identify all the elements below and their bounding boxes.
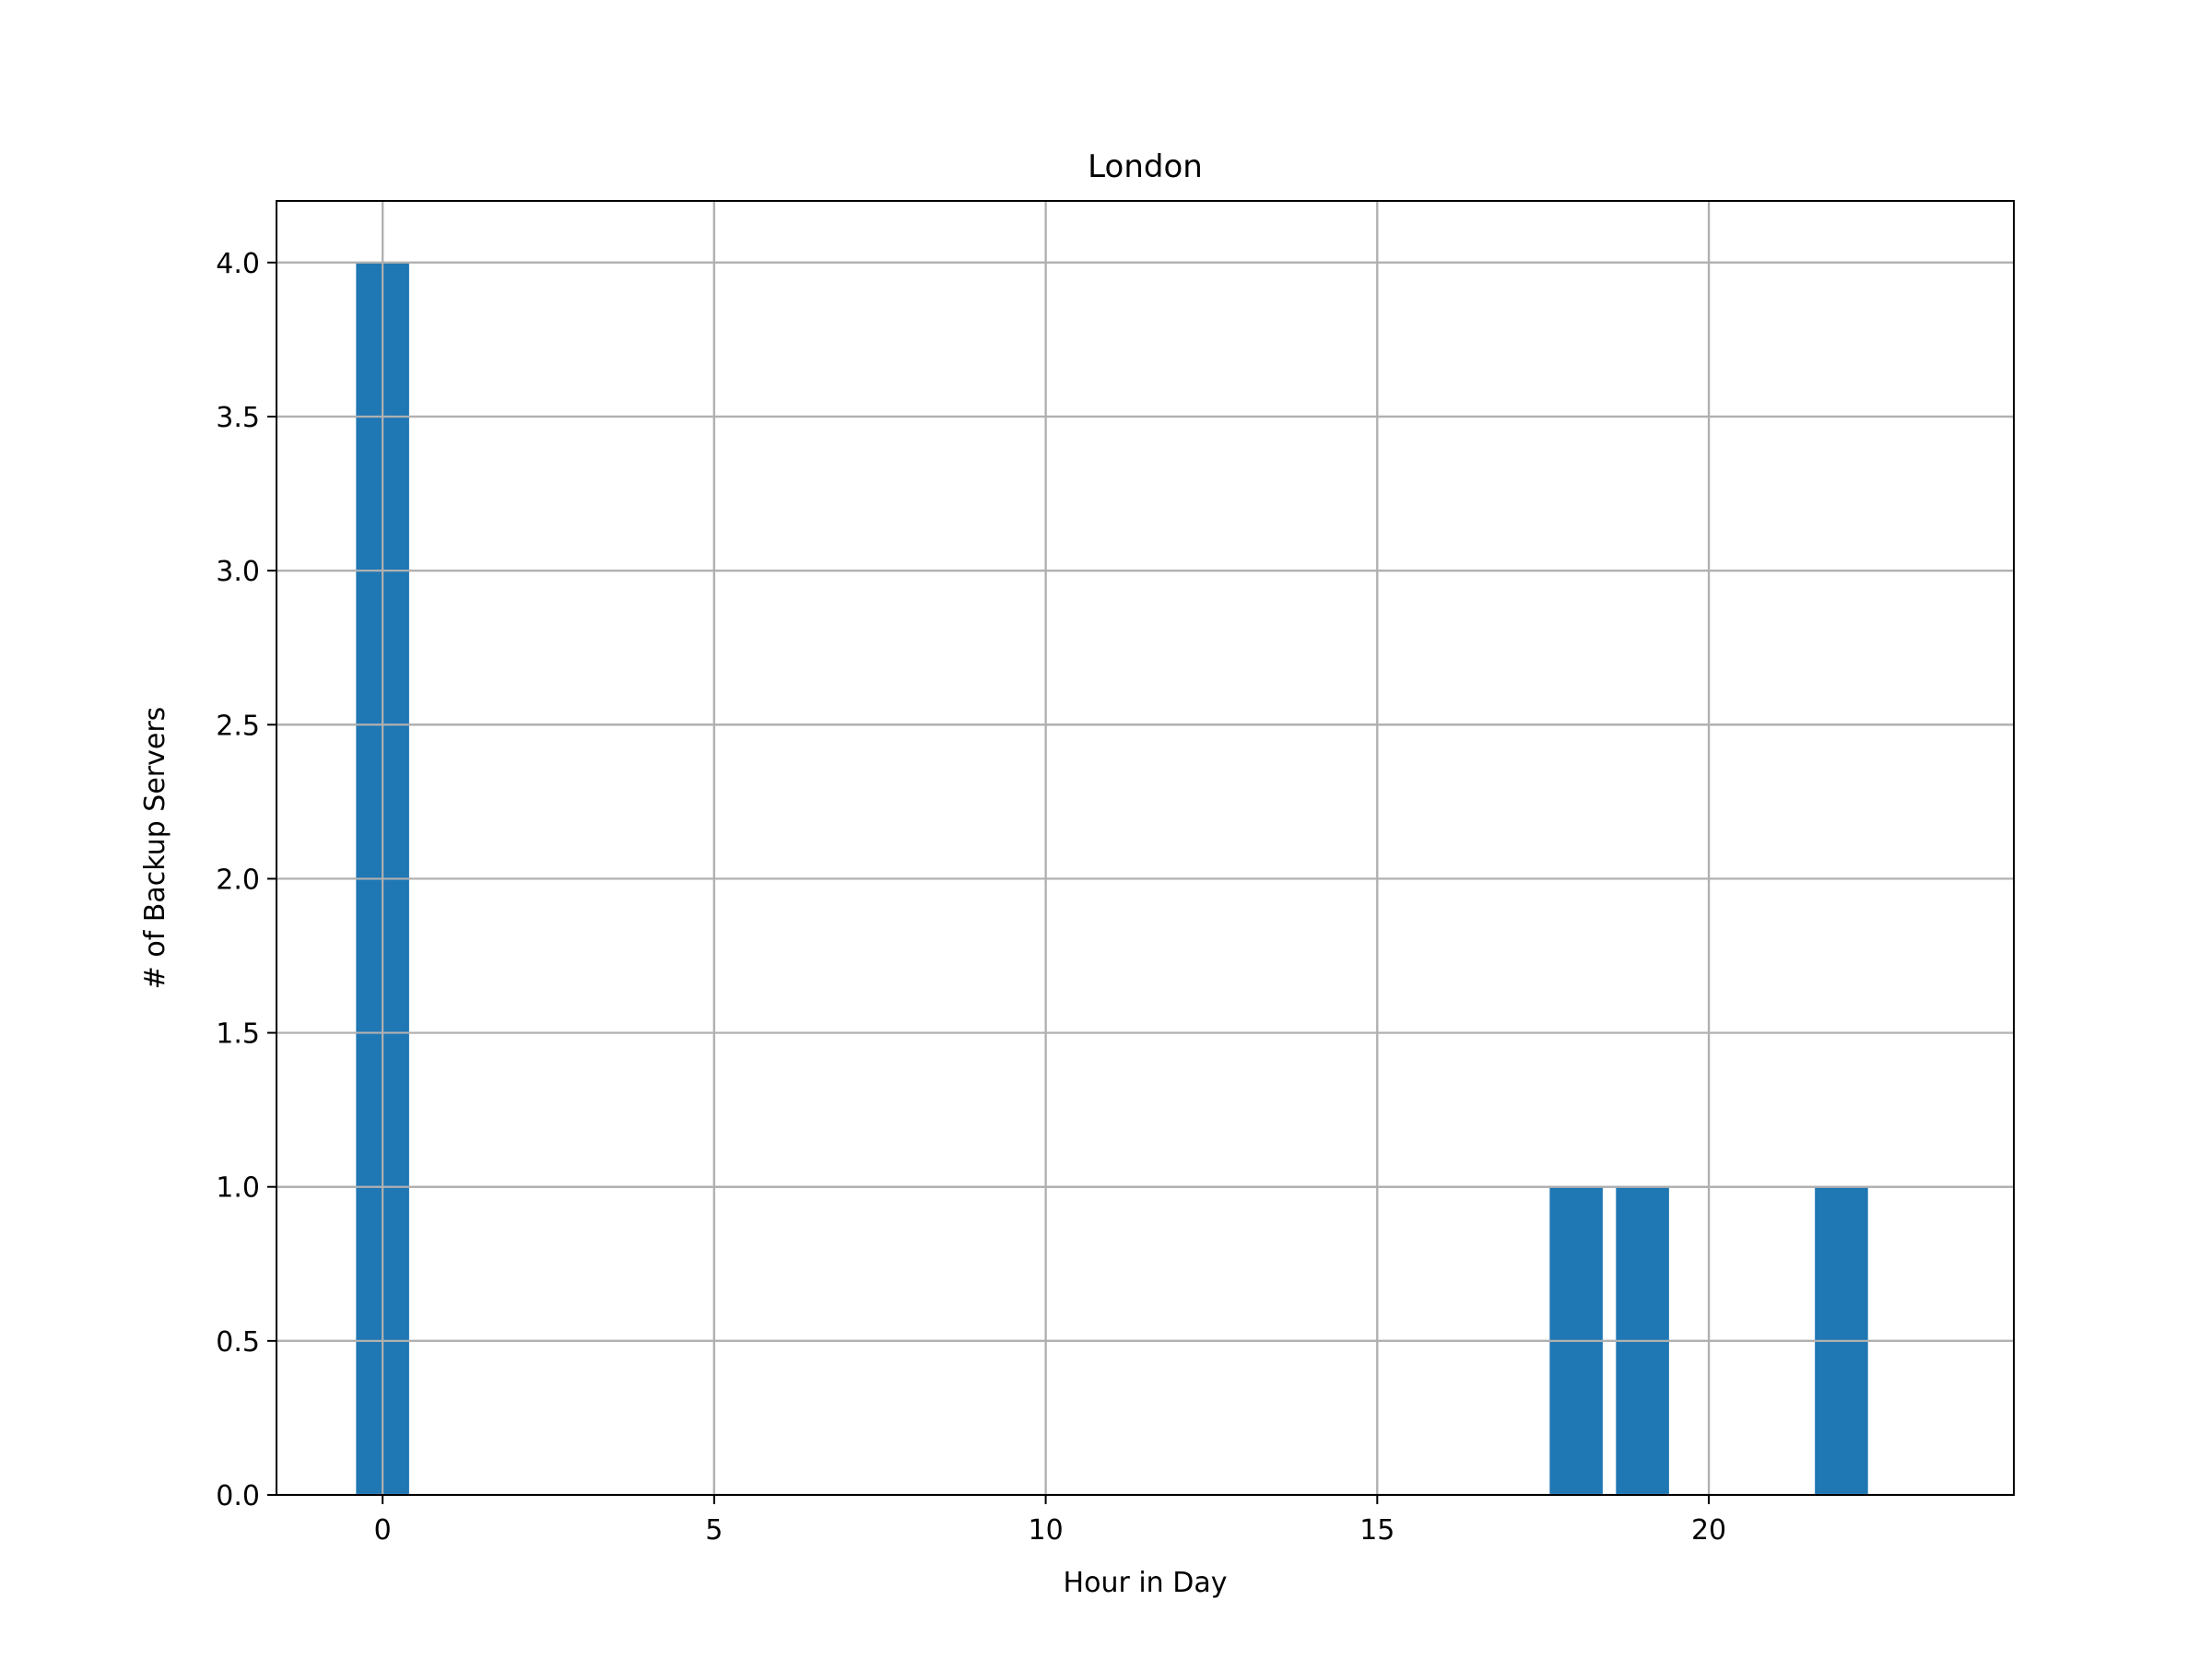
y-axis-label: # of Backup Servers [139, 707, 171, 990]
y-tick-label: 0.0 [216, 1480, 260, 1512]
y-tick-label: 2.5 [216, 710, 260, 742]
x-axis-ticks: 0 5 10 15 20 [374, 1495, 1726, 1547]
y-tick-label: 3.5 [216, 402, 260, 434]
x-tick-label: 5 [705, 1514, 723, 1547]
x-tick-label: 10 [1028, 1514, 1063, 1547]
x-axis-label: Hour in Day [1064, 1567, 1228, 1599]
y-tick-label: 0.5 [216, 1326, 260, 1359]
y-tick-label: 3.0 [216, 556, 260, 588]
x-tick-label: 0 [374, 1514, 392, 1547]
x-tick-label: 15 [1359, 1514, 1394, 1547]
grid-lines-overlay [276, 201, 2014, 1497]
x-tick-label: 20 [1691, 1514, 1726, 1547]
chart-title: London [1088, 148, 1203, 185]
y-tick-label: 1.5 [216, 1018, 260, 1051]
y-tick-label: 2.0 [216, 864, 260, 896]
axes-frame [276, 200, 2015, 1496]
y-axis-ticks: 0.0 0.5 1.0 1.5 2.0 2.5 3.0 3.5 4.0 [216, 248, 276, 1512]
y-tick-label: 4.0 [216, 248, 260, 280]
y-tick-label: 1.0 [216, 1172, 260, 1205]
